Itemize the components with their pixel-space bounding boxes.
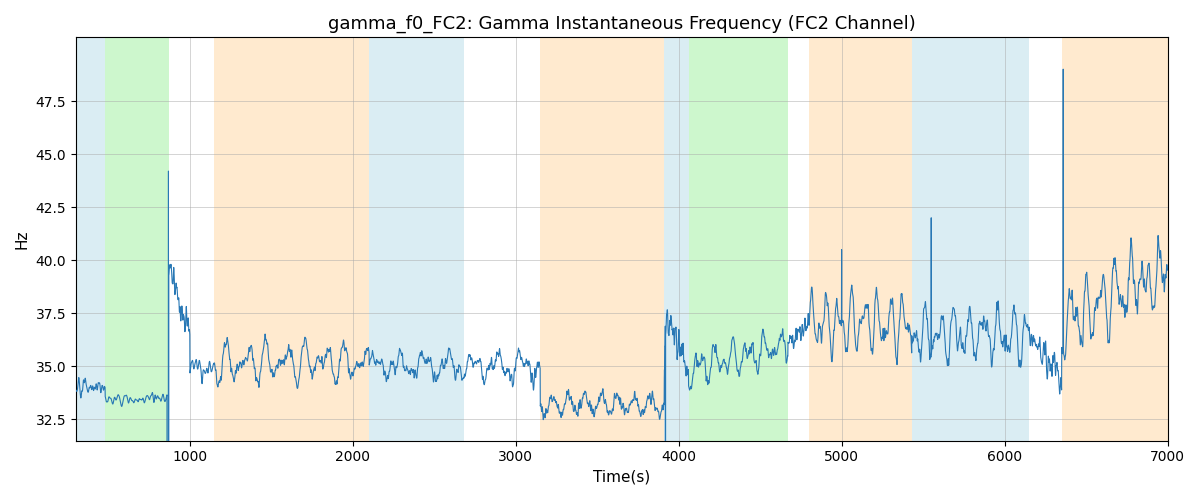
Bar bbox=[76, 38, 106, 440]
Bar bbox=[540, 38, 664, 440]
Bar bbox=[370, 38, 463, 440]
Bar bbox=[689, 38, 788, 440]
Bar bbox=[912, 38, 1030, 440]
Bar bbox=[1062, 38, 1168, 440]
Title: gamma_f0_FC2: Gamma Instantaneous Frequency (FC2 Channel): gamma_f0_FC2: Gamma Instantaneous Freque… bbox=[328, 15, 916, 34]
Bar bbox=[664, 38, 689, 440]
Bar bbox=[215, 38, 370, 440]
Y-axis label: Hz: Hz bbox=[14, 230, 30, 249]
Bar bbox=[106, 38, 169, 440]
Bar bbox=[809, 38, 912, 440]
X-axis label: Time(s): Time(s) bbox=[593, 470, 650, 485]
